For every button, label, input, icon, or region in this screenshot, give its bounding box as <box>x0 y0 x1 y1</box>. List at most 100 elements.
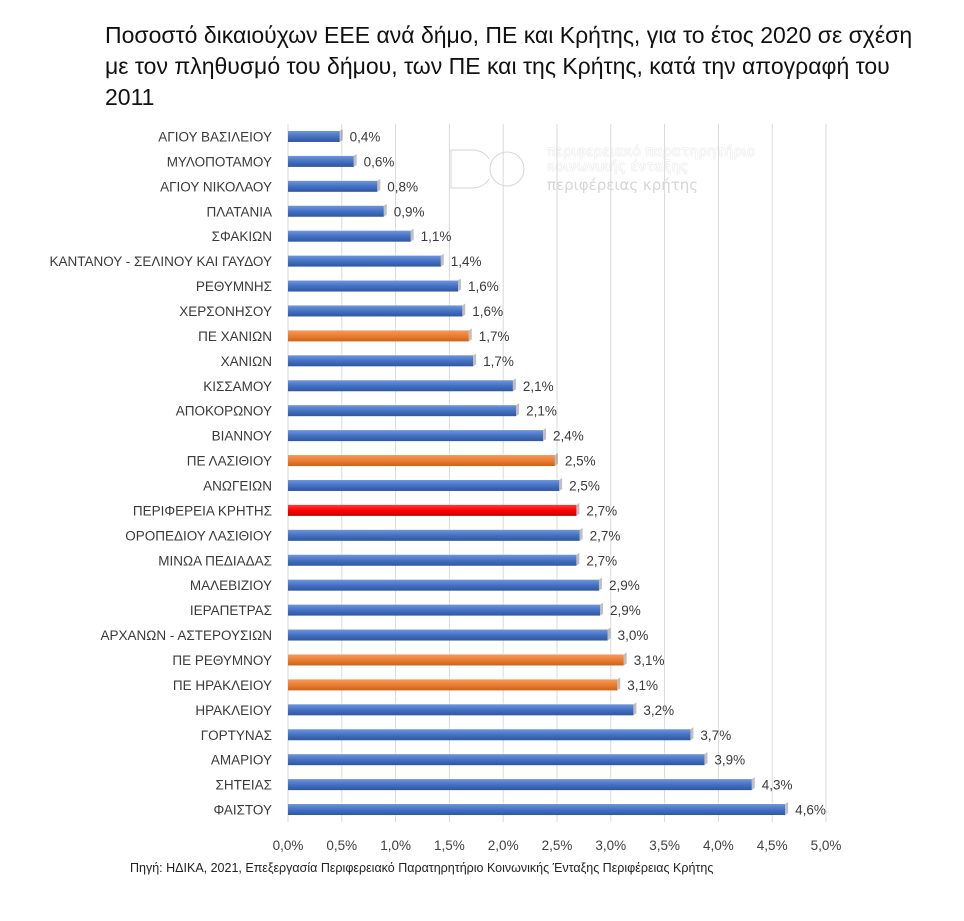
bar-side-face <box>607 627 611 641</box>
bar-body <box>288 130 340 142</box>
bar-14 <box>288 453 558 467</box>
data-label: 0,6% <box>364 154 395 169</box>
bar-21 <box>288 627 611 641</box>
data-label: 2,7% <box>586 503 617 518</box>
bar-body <box>288 529 580 541</box>
bar-top-face <box>288 453 558 456</box>
category-label: ΑΠΟΚΟΡΩΝΟΥ <box>176 404 272 419</box>
bar-9 <box>288 328 472 342</box>
category-label: ΜΑΛΕΒΙΖΙΟΥ <box>190 578 272 593</box>
bar-20 <box>288 602 604 616</box>
x-tick-label: 3,5% <box>649 838 680 853</box>
bar-top-face <box>288 602 604 605</box>
bar-13 <box>288 428 547 442</box>
category-label: ΣΦΑΚΙΩΝ <box>212 229 272 244</box>
bar-22 <box>288 652 627 666</box>
bar-side-face <box>559 477 563 491</box>
bar-top-face <box>288 178 381 181</box>
observatory-logo-icon <box>447 146 528 192</box>
bar-16 <box>288 502 580 516</box>
category-label: ΧΕΡΣΟΝΗΣΟΥ <box>179 304 272 319</box>
bar-side-face <box>339 128 343 142</box>
category-label: ΑΜΑΡΙΟΥ <box>211 753 272 768</box>
bar-top-face <box>288 777 755 780</box>
bar-top-face <box>288 577 602 580</box>
bar-side-face <box>579 527 583 541</box>
bar-top-face <box>288 552 580 555</box>
x-tick-label: 5,0% <box>811 838 842 853</box>
category-label: ΗΡΑΚΛΕΙΟΥ <box>195 703 272 718</box>
bar-top-face <box>288 428 547 431</box>
bar-body <box>288 405 517 417</box>
bar-body <box>288 479 560 491</box>
data-label: 3,0% <box>618 628 649 643</box>
bar-side-face <box>623 652 627 666</box>
data-label: 2,9% <box>609 578 640 593</box>
data-label: 4,3% <box>762 778 793 793</box>
category-label: ΦΑΙΣΤΟΥ <box>213 803 272 818</box>
bar-top-face <box>288 502 580 505</box>
data-label: 4,6% <box>795 803 826 818</box>
bar-side-face <box>410 228 414 242</box>
bar-top-face <box>288 702 637 705</box>
bar-top-face <box>288 303 466 306</box>
data-label: 1,6% <box>472 304 503 319</box>
bar-body <box>288 455 555 467</box>
data-label: 1,4% <box>451 254 482 269</box>
data-label: 1,1% <box>421 229 452 244</box>
x-tick-label: 1,5% <box>434 838 465 853</box>
bar-body <box>288 355 474 367</box>
bar-side-face <box>633 702 637 716</box>
bar-top-face <box>288 203 387 206</box>
bar-12 <box>288 403 520 417</box>
data-label: 2,9% <box>610 603 641 618</box>
data-label: 3,1% <box>627 678 658 693</box>
x-axis-tick-labels: 0,0% 0,5% 1,0% 1,5% 2,0% 2,5% 3,0% 3,5% 4,0% 4,5%… <box>273 838 842 853</box>
bar-body <box>288 579 599 591</box>
data-label: 2,1% <box>526 404 557 419</box>
category-label: ΑΓΙΟΥ ΒΑΣΙΛΕΙΟΥ <box>158 129 272 144</box>
bar-body <box>288 255 441 267</box>
bar-body <box>288 654 624 666</box>
bar-body <box>288 604 601 616</box>
bar-body <box>288 504 577 516</box>
bar-side-face <box>576 552 580 566</box>
bar-body <box>288 155 354 167</box>
bar-side-face <box>690 727 694 741</box>
category-label: ΠΕ ΗΡΑΚΛΕΙΟΥ <box>173 678 272 693</box>
category-label: ΡΕΘΥΜΝΗΣ <box>196 279 272 294</box>
bar-top-face <box>288 403 520 406</box>
logo-text-line2: κοινωνικής ένταξης <box>547 159 689 175</box>
bar-24 <box>288 702 637 716</box>
bar-5 <box>288 228 414 242</box>
data-label: 0,4% <box>350 129 381 144</box>
bar-side-face <box>353 153 357 167</box>
bar-body <box>288 330 469 342</box>
x-tick-label: 2,5% <box>542 838 573 853</box>
category-label: ΚΙΣΣΑΜΟΥ <box>203 379 272 394</box>
bar-top-face <box>288 477 563 480</box>
category-label: ΟΡΟΠΕΔΙΟΥ ΛΑΣΙΘΙΟΥ <box>125 528 272 543</box>
bar-28 <box>288 802 789 816</box>
bar-body <box>288 230 411 242</box>
category-label: ΣΗΤΕΙΑΣ <box>216 778 272 793</box>
bar-4 <box>288 203 387 217</box>
bar-6 <box>288 253 444 267</box>
bar-side-face <box>473 353 477 367</box>
category-label: ΒΙΑΝΝΟΥ <box>212 429 272 444</box>
bar-top-face <box>288 353 477 356</box>
category-labels: ΑΓΙΟΥ ΒΑΣΙΛΕΙΟΥ ΜΥΛΟΠΟΤΑΜΟΥ ΑΓΙΟΥ ΝΙΚΟΛΑΟΥ… <box>49 129 272 817</box>
data-label: 2,7% <box>586 553 617 568</box>
bar-11 <box>288 378 516 392</box>
data-label: 2,4% <box>553 429 584 444</box>
category-label: ΓΟΡΤΥΝΑΣ <box>201 728 272 743</box>
bar-26 <box>288 752 708 766</box>
bar-body <box>288 205 384 217</box>
bar-body <box>288 554 577 566</box>
bar-top-face <box>288 278 462 281</box>
bar-top-face <box>288 727 694 730</box>
bar-side-face <box>543 428 547 442</box>
bar-side-face <box>576 502 580 516</box>
bar-body <box>288 280 459 292</box>
bar-side-face <box>600 602 604 616</box>
